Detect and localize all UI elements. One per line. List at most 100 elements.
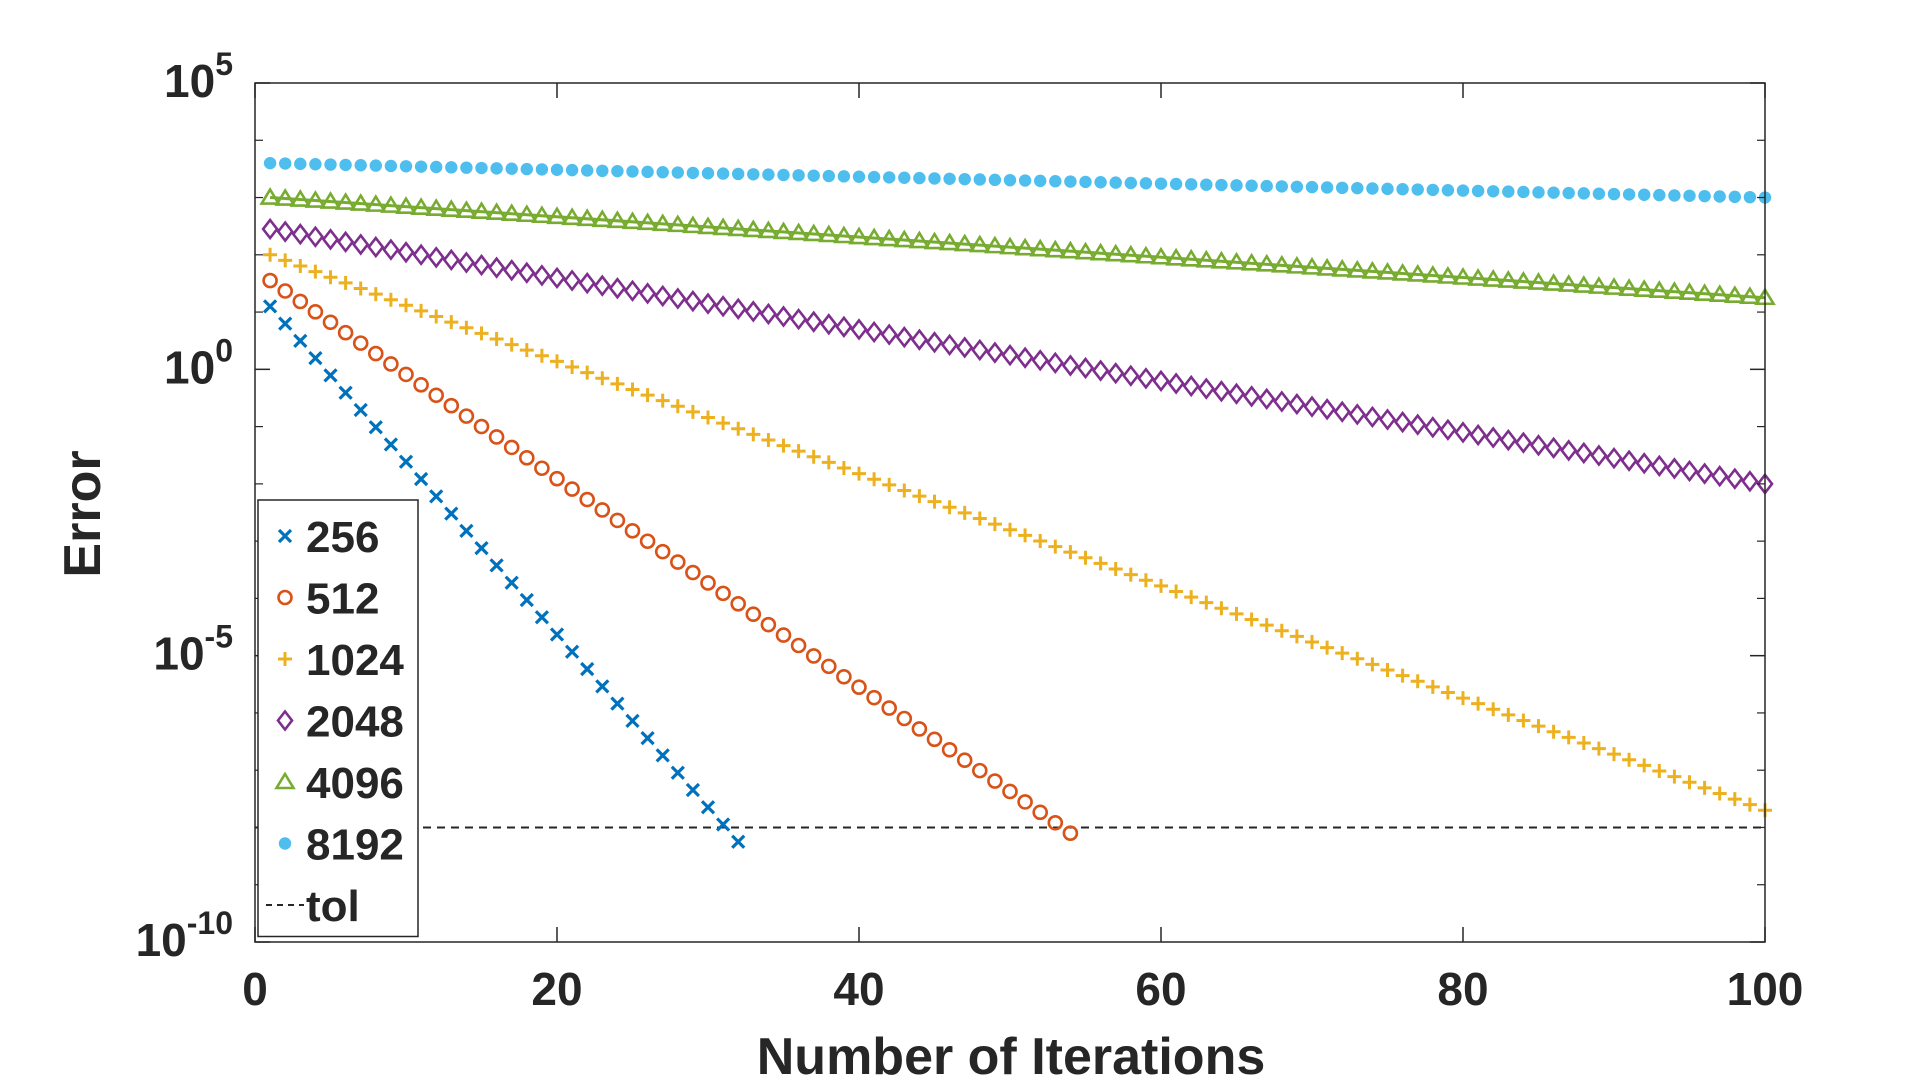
data-point	[384, 159, 398, 173]
data-point	[564, 644, 580, 659]
series-2048	[261, 217, 1774, 495]
data-point	[518, 261, 536, 284]
data-point	[777, 168, 790, 182]
data-point	[443, 397, 460, 414]
data-point	[700, 575, 716, 591]
data-point	[1270, 254, 1293, 273]
data-point	[1577, 187, 1591, 200]
data-point	[1047, 814, 1064, 831]
data-point	[908, 230, 931, 249]
data-point	[1454, 421, 1472, 444]
data-point	[820, 313, 838, 336]
data-point	[1165, 247, 1187, 266]
data-point	[398, 454, 414, 469]
data-point	[307, 304, 324, 320]
data-point	[927, 494, 942, 509]
data-point	[759, 302, 778, 326]
data-point	[789, 308, 808, 331]
data-point	[802, 223, 825, 242]
data-point	[1029, 238, 1052, 257]
legend-item-2048: 2048	[276, 698, 404, 747]
data-point	[805, 310, 823, 333]
data-point	[1652, 764, 1667, 779]
data-point	[412, 243, 430, 266]
data-point	[971, 338, 989, 362]
y-axis-label: Error	[54, 450, 112, 577]
data-point	[1154, 578, 1168, 593]
data-point	[699, 292, 717, 315]
data-point	[1471, 696, 1486, 711]
data-point	[279, 157, 292, 170]
data-point	[293, 259, 308, 274]
data-point	[1346, 259, 1369, 278]
data-point	[488, 429, 505, 445]
data-point	[1185, 178, 1198, 191]
data-point	[367, 345, 384, 362]
x-tick-label: 0	[242, 963, 268, 1015]
data-point	[399, 298, 413, 313]
data-point	[1089, 242, 1112, 261]
data-point	[429, 489, 444, 504]
data-point	[503, 259, 521, 282]
data-point	[1108, 562, 1123, 577]
data-point	[1350, 651, 1365, 666]
x-tick-label: 60	[1135, 963, 1186, 1015]
data-point	[352, 335, 369, 351]
data-point	[666, 214, 689, 233]
data-point	[821, 455, 836, 470]
data-point	[1467, 268, 1489, 286]
data-point	[1093, 556, 1108, 571]
data-point	[473, 418, 490, 435]
data-point	[457, 251, 476, 274]
data-point	[1215, 178, 1228, 192]
data-point	[1230, 179, 1243, 192]
data-point	[1303, 395, 1321, 418]
axes-layer: 0 20 40 60 80 100 10-10 10-5 100 105	[136, 46, 1804, 1015]
data-point	[1199, 595, 1214, 610]
data-point	[609, 512, 626, 529]
data-point	[1119, 244, 1142, 263]
data-point	[641, 165, 654, 179]
legend-label: 512	[306, 575, 379, 624]
data-point	[686, 166, 700, 180]
data-point	[731, 421, 746, 436]
data-point	[292, 293, 309, 310]
data-point	[772, 221, 795, 240]
data-point	[911, 721, 928, 737]
data-point	[595, 371, 610, 386]
data-point	[444, 506, 459, 521]
data-point	[956, 336, 974, 359]
data-point	[503, 439, 520, 456]
data-point	[1240, 252, 1263, 271]
data-point	[732, 167, 745, 181]
data-point	[685, 564, 701, 581]
data-point	[852, 466, 866, 481]
data-point	[1227, 382, 1246, 405]
data-point	[817, 224, 840, 243]
data-point	[489, 331, 504, 346]
data-point	[1532, 186, 1545, 199]
data-point	[685, 782, 701, 798]
data-point	[398, 366, 414, 383]
data-point	[776, 438, 791, 453]
data-point	[1320, 181, 1334, 194]
data-point	[548, 266, 566, 290]
data-point	[274, 188, 297, 206]
data-point	[1049, 175, 1062, 188]
data-point	[1210, 250, 1233, 269]
data-point	[1033, 533, 1048, 548]
data-point	[1032, 804, 1048, 821]
data-point	[1002, 783, 1018, 800]
legend-label: 1024	[306, 636, 404, 685]
data-point	[744, 300, 762, 323]
data-point	[1620, 449, 1638, 472]
data-point	[397, 241, 415, 264]
data-point	[953, 233, 976, 252]
data-point	[972, 511, 987, 526]
data-point	[1361, 260, 1384, 279]
data-point	[1016, 346, 1034, 369]
data-point	[425, 198, 448, 216]
x-tick-label: 80	[1437, 963, 1488, 1015]
data-point	[701, 167, 715, 180]
